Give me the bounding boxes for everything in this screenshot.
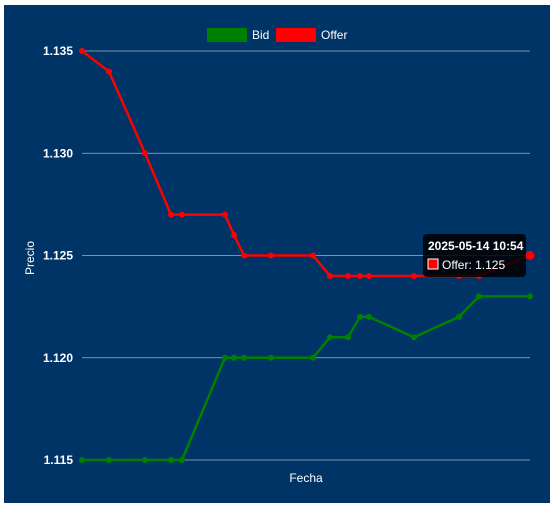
y-tick-label: 1.120 xyxy=(43,351,73,365)
data-point-bid[interactable] xyxy=(241,354,247,361)
data-point-offer[interactable] xyxy=(310,252,316,259)
data-point-bid[interactable] xyxy=(106,457,112,463)
series-offer xyxy=(79,48,535,279)
legend-item-offer[interactable]: Offer xyxy=(276,28,347,42)
y-axis-ticks: 1.135 1.130 1.125 1.120 1.115 xyxy=(43,44,73,467)
data-point-offer[interactable] xyxy=(357,272,363,279)
tooltip-label: Offer: 1.125 xyxy=(442,258,505,272)
data-point-offer[interactable] xyxy=(142,150,148,157)
data-point-bid[interactable] xyxy=(222,354,228,361)
legend-label-bid: Bid xyxy=(252,28,269,42)
data-point-offer[interactable] xyxy=(79,48,85,54)
tooltip: 2025-05-14 10:54 Offer: 1.125 xyxy=(423,234,526,277)
data-point-bid[interactable] xyxy=(168,457,174,463)
legend-item-bid[interactable]: Bid xyxy=(207,28,269,42)
x-axis-title: Fecha xyxy=(289,471,323,485)
data-point-offer[interactable] xyxy=(231,232,237,239)
data-point-offer[interactable] xyxy=(241,252,247,259)
data-point-offer[interactable] xyxy=(525,251,535,260)
y-tick-label: 1.125 xyxy=(43,249,73,263)
data-point-bid[interactable] xyxy=(411,334,417,341)
series-line-bid xyxy=(82,295,530,462)
data-point-bid[interactable] xyxy=(357,313,363,320)
data-point-bid[interactable] xyxy=(142,457,148,463)
data-point-bid[interactable] xyxy=(79,457,85,463)
data-point-bid[interactable] xyxy=(327,334,333,341)
tooltip-box xyxy=(423,234,526,277)
legend-swatch-offer xyxy=(276,28,316,42)
legend: Bid Offer xyxy=(207,28,347,42)
tooltip-swatch xyxy=(427,258,439,270)
data-point-bid[interactable] xyxy=(231,354,237,361)
data-point-offer[interactable] xyxy=(268,252,274,259)
y-axis-title: Precio xyxy=(23,241,37,275)
y-tick-label: 1.130 xyxy=(43,146,73,160)
y-tick-label: 1.115 xyxy=(44,453,74,467)
data-point-bid[interactable] xyxy=(345,334,351,341)
data-point-offer[interactable] xyxy=(345,272,351,279)
data-point-offer[interactable] xyxy=(411,272,417,279)
data-point-bid[interactable] xyxy=(366,313,372,320)
data-point-offer[interactable] xyxy=(106,68,112,75)
data-point-bid[interactable] xyxy=(456,313,462,320)
series-bid xyxy=(79,293,533,463)
data-point-offer[interactable] xyxy=(168,211,174,218)
data-point-offer[interactable] xyxy=(222,211,228,218)
data-point-bid[interactable] xyxy=(527,293,533,300)
legend-label-offer: Offer xyxy=(321,28,347,42)
data-point-bid[interactable] xyxy=(268,354,274,361)
data-point-bid[interactable] xyxy=(179,457,185,463)
data-point-bid[interactable] xyxy=(310,354,316,361)
series-line-offer xyxy=(81,50,531,278)
chart-panel: 1.135 1.130 1.125 1.120 1.115 Fecha Precio B… xyxy=(4,5,550,503)
data-point-offer[interactable] xyxy=(327,272,333,279)
legend-swatch-bid xyxy=(207,28,247,42)
y-tick-label: 1.135 xyxy=(43,44,73,58)
price-line-chart: 1.135 1.130 1.125 1.120 1.115 Fecha Precio B… xyxy=(23,28,535,485)
data-point-offer[interactable] xyxy=(179,211,185,218)
data-point-bid[interactable] xyxy=(476,293,482,300)
tooltip-title: 2025-05-14 10:54 xyxy=(428,239,524,253)
data-point-offer[interactable] xyxy=(366,272,372,279)
series-layer xyxy=(79,48,535,463)
